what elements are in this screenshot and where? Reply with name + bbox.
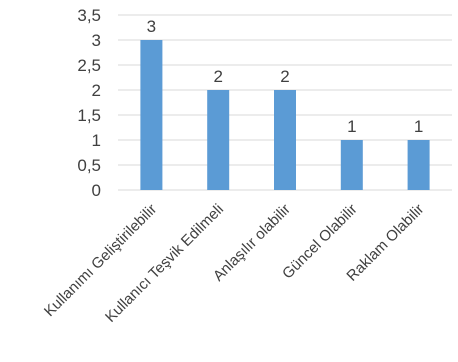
y-tick-label: 3,5 — [77, 6, 101, 25]
bar — [207, 90, 230, 190]
data-label: 1 — [414, 117, 423, 136]
bar — [274, 90, 296, 190]
data-label: 2 — [280, 67, 289, 86]
y-tick-label: 3 — [92, 31, 101, 50]
y-tick-label: 2,5 — [77, 56, 101, 75]
y-axis-tick-labels: 0 0,5 1 1,5 2 2,5 3 3,5 — [77, 6, 101, 200]
bars — [140, 40, 430, 190]
x-category-label: Kullanıcı Teşvik Edilmeli — [102, 201, 227, 326]
y-tick-label: 0,5 — [77, 156, 101, 175]
bar — [140, 40, 163, 190]
data-label: 1 — [347, 117, 356, 136]
y-tick-label: 0 — [92, 181, 101, 200]
x-category-label: Kullanımı Geliştirilebilir — [41, 201, 160, 320]
bar — [407, 140, 430, 190]
data-label: 2 — [213, 67, 222, 86]
y-tick-label: 1,5 — [77, 106, 101, 125]
y-tick-label: 1 — [92, 131, 101, 150]
data-labels: 3 2 2 1 1 — [147, 17, 424, 136]
y-tick-label: 2 — [92, 81, 101, 100]
data-label: 3 — [147, 17, 156, 36]
bar — [340, 140, 363, 190]
